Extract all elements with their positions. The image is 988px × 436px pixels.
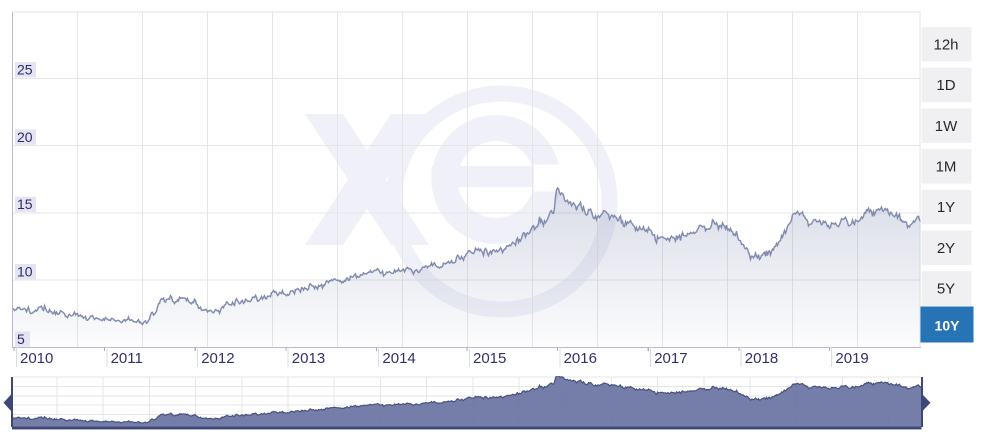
svg-text:20: 20: [17, 129, 33, 145]
svg-text:2016: 2016: [564, 350, 597, 367]
svg-text:2013: 2013: [292, 350, 325, 367]
svg-text:5Y: 5Y: [937, 281, 955, 298]
svg-text:2011: 2011: [111, 350, 143, 367]
svg-text:2Y: 2Y: [937, 240, 955, 257]
svg-text:15: 15: [17, 196, 33, 212]
svg-text:2015: 2015: [473, 350, 506, 367]
svg-text:25: 25: [17, 62, 33, 78]
svg-text:2017: 2017: [654, 350, 687, 367]
svg-text:10Y: 10Y: [935, 318, 961, 334]
svg-text:5: 5: [17, 331, 25, 347]
svg-text:10: 10: [17, 264, 33, 280]
svg-text:2019: 2019: [835, 350, 868, 367]
svg-text:2018: 2018: [745, 350, 778, 367]
svg-text:2014: 2014: [382, 350, 415, 367]
svg-text:2010: 2010: [20, 350, 53, 367]
svg-text:12h: 12h: [933, 36, 958, 53]
svg-text:1W: 1W: [935, 118, 958, 135]
svg-text:1Y: 1Y: [937, 199, 955, 216]
svg-text:1M: 1M: [936, 159, 957, 176]
svg-text:1D: 1D: [936, 77, 955, 94]
svg-text:2012: 2012: [201, 350, 234, 367]
